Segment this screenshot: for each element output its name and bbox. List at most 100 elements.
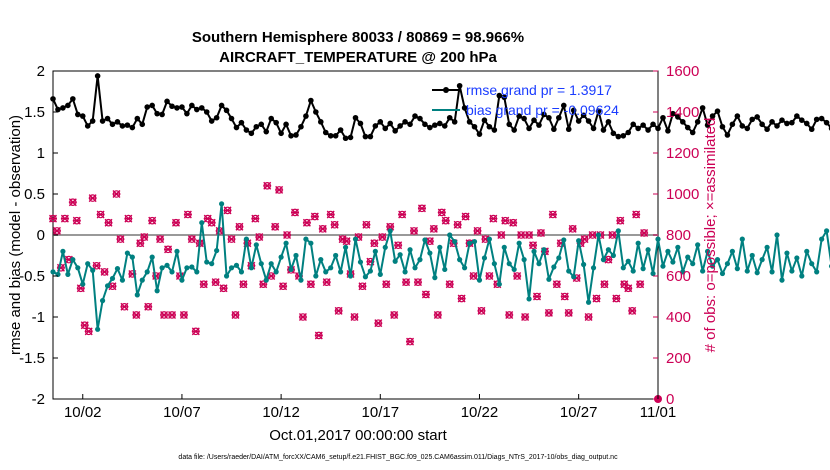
rmse-point (551, 126, 557, 133)
rmse-point (536, 122, 542, 128)
bias-point (819, 236, 825, 242)
rmse-point (144, 104, 151, 110)
rmse-point (694, 119, 701, 125)
obs-marker (164, 245, 173, 254)
bias-point (124, 250, 130, 256)
rmse-point (560, 102, 567, 109)
rmse-point (149, 102, 155, 109)
bias-point (114, 266, 121, 272)
rmse-point (496, 92, 503, 99)
bias-point (749, 252, 755, 259)
bias-point (318, 257, 324, 263)
bias-point (680, 269, 686, 275)
bias-point (382, 244, 388, 250)
bias-point (223, 273, 230, 279)
bias-point (457, 257, 463, 263)
obs-marker (382, 280, 391, 289)
obs-marker (536, 228, 545, 237)
rmse-point (620, 132, 627, 139)
rmse-point (625, 129, 632, 136)
rmse-point (114, 119, 121, 125)
bias-point (521, 257, 527, 263)
rmse-point (263, 128, 270, 135)
bias-point (556, 255, 562, 261)
obs-marker (314, 331, 323, 340)
bias-point (442, 266, 448, 273)
obs-marker (568, 224, 577, 233)
rmse-point (704, 122, 711, 128)
obs-marker (445, 280, 454, 289)
rmse-point (521, 115, 527, 122)
bias-point (759, 257, 765, 263)
rmse-point (342, 135, 349, 142)
obs-marker (342, 237, 351, 246)
bias-point (675, 244, 681, 250)
rmse-point (268, 115, 274, 122)
obs-marker (322, 278, 331, 287)
rmse-point (823, 119, 830, 126)
bias-point (665, 248, 671, 254)
bias-point (779, 277, 785, 283)
axis-ticks: 2 1.5 1 0.5 0 -0.5 -1 -1.5 -2 1600 1400 1200 1000 800… (19, 63, 699, 421)
bias-series (50, 201, 830, 332)
y-right-tick-label: 0 (666, 391, 674, 408)
bias-point (154, 288, 160, 294)
bias-point (258, 261, 264, 267)
bias-point (650, 270, 656, 277)
bias-point (273, 269, 279, 275)
obs-marker (421, 290, 430, 299)
bias-point (402, 269, 408, 275)
obs-marker (612, 294, 621, 303)
x-tick-label: 10/07 (163, 404, 201, 421)
rmse-point (218, 102, 225, 109)
obs-marker (461, 212, 470, 221)
obs-marker (453, 220, 462, 229)
bias-point (620, 265, 626, 271)
rmse-point (357, 120, 364, 127)
data-file-footer: data file: /Users/raeder/DAI/ATM_forcXX/… (178, 454, 618, 461)
bias-point (278, 254, 284, 260)
y-left-tick-label: -0.5 (19, 268, 45, 285)
bias-point (511, 266, 517, 273)
obs-marker (148, 216, 157, 225)
bias-line (52, 202, 830, 331)
obs-marker (96, 210, 105, 219)
bias-point (506, 261, 512, 267)
bias-point (214, 247, 220, 254)
bias-point (660, 263, 666, 269)
bias-point (630, 268, 636, 274)
y-left-tick-label: 0 (37, 227, 45, 244)
obs-marker (156, 235, 165, 244)
obs-marker (584, 313, 593, 321)
rmse-point (526, 125, 532, 132)
rmse-point (595, 108, 602, 114)
bias-point (551, 264, 557, 270)
chart-title-line2: AIRCRAFT_TEMPERATURE @ 200 hPa (219, 49, 497, 66)
rmse-point (541, 111, 547, 118)
rmse-point (679, 119, 686, 125)
obs-marker (501, 216, 510, 225)
bias-point (308, 240, 314, 246)
bias-point (427, 250, 433, 256)
bias-point (367, 268, 373, 274)
obs-marker (509, 218, 518, 227)
rmse-point (208, 118, 215, 124)
obs-marker (283, 231, 292, 239)
bias-point (774, 232, 780, 238)
bias-point (635, 240, 641, 246)
bias-point (313, 273, 319, 279)
bias-point (328, 265, 334, 271)
rmse-point (531, 117, 537, 123)
bias-point (333, 252, 339, 259)
obs-marker (187, 235, 196, 244)
obs-marker (302, 218, 311, 227)
rmse-point (610, 130, 617, 137)
bias-point (392, 258, 398, 264)
bias-point (734, 266, 740, 272)
obs-marker (616, 216, 625, 225)
rmse-point (397, 123, 403, 129)
rmse-point (377, 119, 384, 125)
rmse-point (585, 118, 592, 124)
bias-point (228, 265, 235, 271)
bias-point (412, 265, 418, 271)
